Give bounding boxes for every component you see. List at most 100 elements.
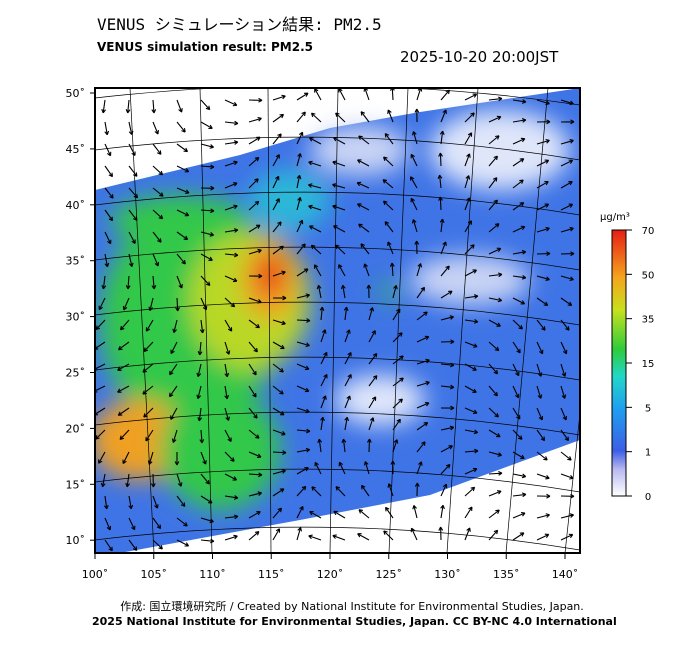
wind-arrow: [224, 495, 239, 500]
wind-arrow: [464, 294, 479, 299]
wind-arrow: [335, 486, 346, 497]
wind-arrow: [536, 451, 548, 461]
wind-arrow: [310, 244, 322, 255]
wind-arrow: [248, 511, 261, 519]
wind-arrow: [333, 510, 346, 519]
wind-arrow: [368, 396, 377, 409]
wind-arrow: [296, 243, 306, 255]
wind-arrow: [344, 351, 352, 365]
wind-arrow: [383, 156, 394, 167]
wind-arrow: [197, 341, 203, 356]
wind-arrow: [357, 203, 370, 211]
wind-arrow: [248, 248, 262, 255]
wind-arrow: [296, 467, 309, 475]
wind-arrow: [145, 429, 154, 442]
wind-arrow: [488, 509, 500, 519]
wind-arrow: [101, 99, 107, 114]
wind-arrow: [416, 441, 426, 453]
wind-arrow: [117, 407, 130, 416]
wind-arrow: [176, 539, 190, 547]
wind-arrow: [560, 473, 574, 480]
lat-label: 40˚: [66, 199, 86, 212]
wind-arrow: [488, 272, 503, 278]
wind-arrow: [152, 209, 164, 220]
wind-arrow: [224, 252, 239, 258]
wind-arrow: [152, 495, 159, 509]
wind-arrow: [512, 99, 527, 104]
wind-arrow: [512, 118, 527, 123]
wind-arrow: [488, 341, 500, 352]
wind-arrow: [536, 275, 550, 281]
wind-arrow: [416, 335, 430, 343]
wind-arrow: [176, 187, 190, 194]
wind-arrow: [464, 385, 477, 393]
wind-arrow: [248, 136, 261, 145]
lat-label: 45˚: [66, 143, 86, 156]
wind-arrow: [344, 416, 350, 431]
wind-arrow: [272, 469, 286, 475]
wind-arrow: [224, 451, 235, 462]
wind-arrow: [560, 251, 575, 257]
wind-arrow: [488, 363, 499, 375]
colorbar-label: 0: [645, 492, 651, 503]
wind-arrow: [272, 385, 284, 395]
wind-arrow: [488, 319, 501, 327]
wind-arrow: [171, 429, 178, 443]
wind-arrow: [272, 113, 285, 123]
wind-arrow: [333, 225, 346, 233]
wind-arrow: [200, 253, 213, 261]
wind-arrow: [148, 297, 154, 312]
wind-arrow: [128, 209, 138, 221]
lat-label: 10˚: [66, 534, 86, 547]
wind-arrow: [366, 438, 372, 453]
wind-arrow: [440, 109, 447, 123]
wind-arrow: [104, 517, 112, 531]
wind-arrow: [224, 204, 238, 211]
wind-arrow: [560, 319, 570, 331]
wind-arrow: [464, 175, 471, 189]
wind-arrow: [512, 473, 527, 479]
wind-arrow: [176, 253, 186, 265]
wind-arrow: [512, 407, 521, 420]
wind-arrow: [414, 482, 420, 497]
wind-arrow: [488, 199, 498, 211]
wind-arrow: [512, 319, 523, 330]
wind-arrow: [200, 121, 213, 129]
wind-arrow: [224, 385, 229, 400]
wind-arrow: [224, 182, 238, 189]
wind-arrow: [272, 450, 287, 455]
colorbar-label: 5: [645, 403, 651, 414]
wind-arrow: [169, 363, 178, 376]
wind-arrow: [176, 121, 186, 133]
wind-arrow: [152, 253, 160, 267]
wind-arrow: [512, 363, 520, 377]
wind-arrow: [536, 119, 551, 125]
wind-arrow: [175, 297, 180, 312]
wind-arrow: [414, 108, 420, 123]
wind-arrow: [392, 355, 404, 365]
wind-arrow: [440, 265, 450, 277]
wind-arrow: [357, 533, 370, 541]
wind-arrow: [512, 385, 520, 399]
wind-arrow: [440, 290, 453, 299]
colorbar: [611, 229, 627, 497]
wind-arrow: [248, 200, 260, 211]
wind-arrow: [488, 529, 499, 541]
wind-arrow: [170, 341, 178, 355]
wind-arrow: [536, 203, 550, 211]
wind-arrow: [410, 197, 418, 211]
wind-arrow: [169, 385, 178, 398]
wind-arrow: [536, 251, 551, 257]
wind-arrow: [272, 175, 280, 189]
wind-arrow: [560, 297, 573, 307]
wind-arrow: [440, 425, 455, 431]
wind-arrow: [382, 179, 394, 189]
wind-arrow: [199, 319, 205, 334]
wind-arrow: [488, 135, 500, 145]
wind-arrow: [200, 538, 215, 544]
wind-arrow: [488, 297, 503, 303]
wind-arrow: [224, 297, 236, 308]
wind-arrow: [152, 231, 162, 243]
wind-arrow: [309, 511, 322, 519]
wind-arrow: [296, 174, 302, 189]
